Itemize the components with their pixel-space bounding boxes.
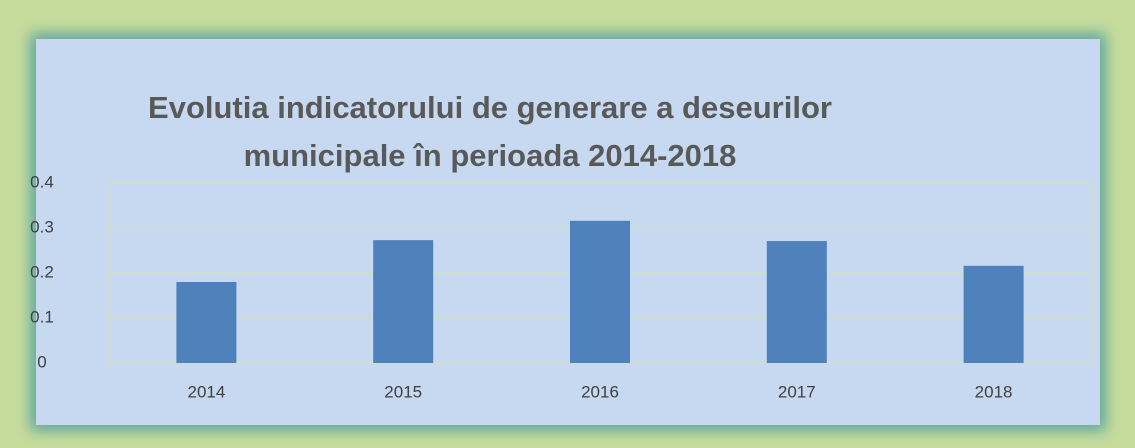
y-tick-label: 0.1	[30, 307, 54, 326]
bar	[373, 240, 434, 363]
chart-title: municipale în perioada 2014-2018	[244, 138, 737, 173]
x-tick-label: 2017	[778, 382, 816, 401]
y-tick-label: 0.2	[30, 262, 54, 281]
x-tick-label: 2016	[581, 382, 619, 401]
x-tick-label: 2014	[187, 382, 225, 401]
bar	[963, 265, 1024, 363]
bar	[766, 241, 827, 363]
x-tick-label: 2018	[975, 382, 1013, 401]
y-tick-label: 0.4	[30, 172, 54, 191]
bar	[570, 220, 630, 363]
bar	[176, 282, 237, 363]
y-tick-label: 0	[37, 352, 46, 371]
y-tick-label: 0.3	[30, 217, 54, 236]
x-tick-label: 2015	[384, 382, 422, 401]
chart-title: Evolutia indicatorului de generare a des…	[148, 90, 832, 125]
